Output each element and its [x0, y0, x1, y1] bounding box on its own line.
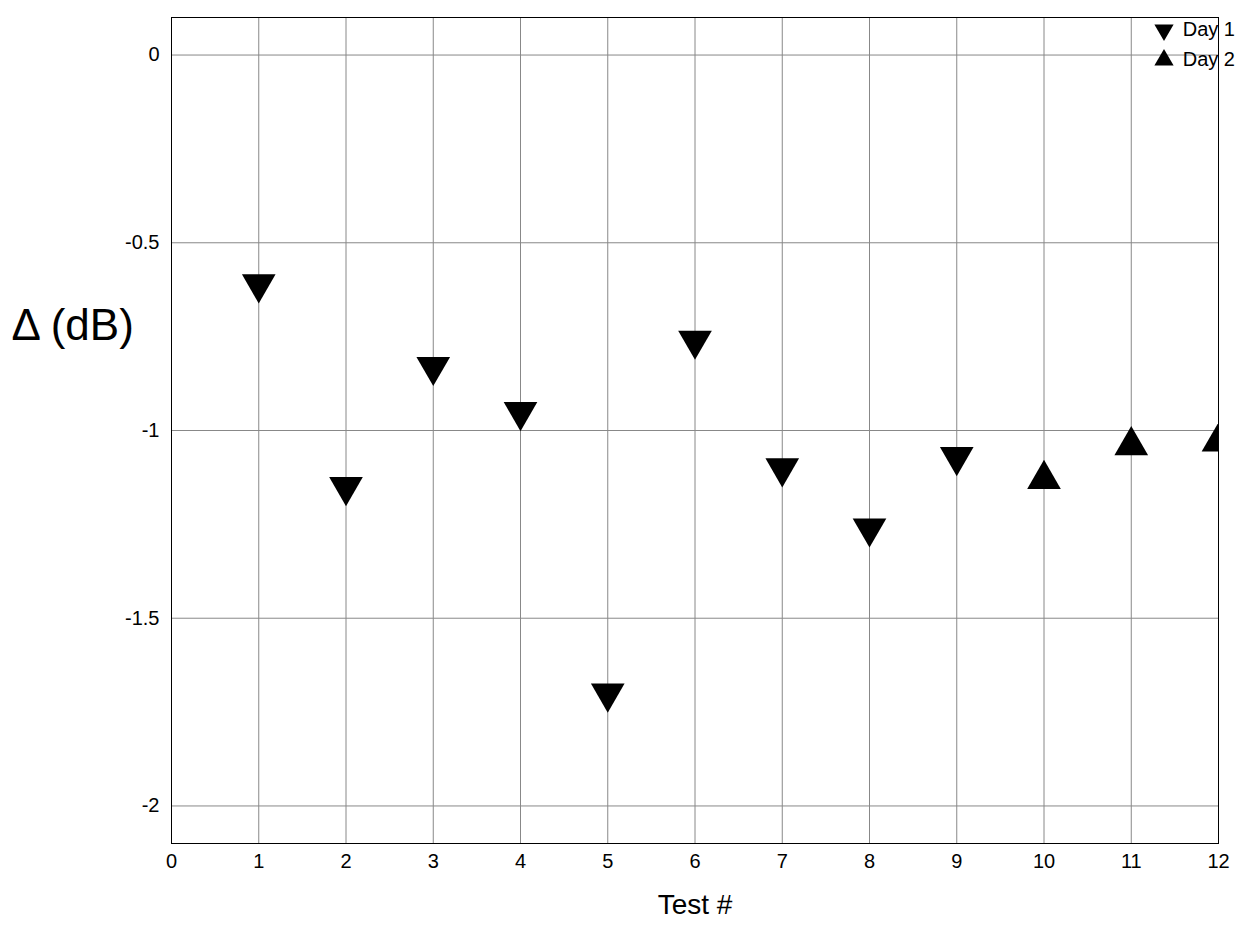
svg-text:-1.5: -1.5 — [125, 607, 159, 629]
svg-text:0: 0 — [148, 43, 159, 65]
svg-text:6: 6 — [689, 850, 700, 872]
svg-text:4: 4 — [515, 850, 526, 872]
svg-text:11: 11 — [1121, 850, 1142, 872]
html-text:Day 2: Day 2 — [1182, 47, 1235, 70]
svg-text:-2: -2 — [142, 794, 160, 816]
svg-text:3: 3 — [428, 850, 439, 872]
svg-text:Δ (dB): Δ (dB) — [12, 300, 134, 349]
svg-text:-1: -1 — [142, 419, 160, 441]
svg-text:0: 0 — [166, 850, 177, 872]
svg-text:8: 8 — [864, 850, 875, 872]
svg-text:7: 7 — [777, 850, 788, 872]
svg-text:Test #: Test # — [658, 889, 733, 920]
svg-text:-0.5: -0.5 — [125, 231, 159, 253]
svg-text:1: 1 — [253, 850, 264, 872]
svg-text:5: 5 — [602, 850, 613, 872]
svg-text:10: 10 — [1033, 850, 1055, 872]
svg-text:9: 9 — [951, 850, 962, 872]
svg-text:2: 2 — [340, 850, 351, 872]
html-text:Day 1: Day 1 — [1182, 17, 1235, 40]
svg-text:12: 12 — [1207, 850, 1229, 872]
